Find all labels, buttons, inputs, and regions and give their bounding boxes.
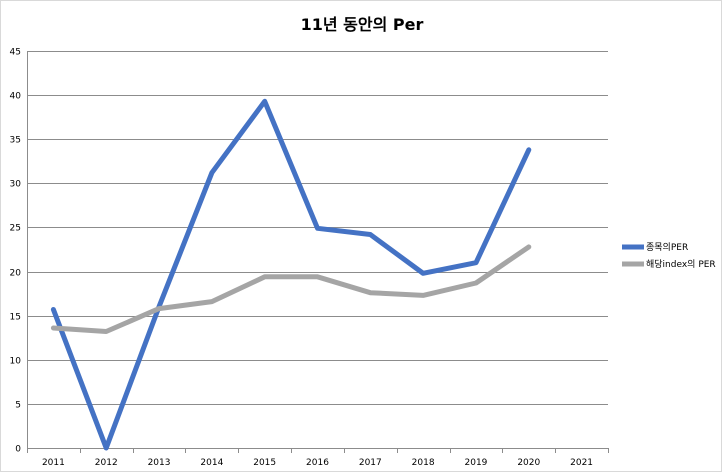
y-tick-label: 40: [10, 92, 22, 102]
y-tick-label: 15: [10, 313, 21, 323]
x-tick-label: 2013: [148, 458, 171, 468]
series-lines: [50, 98, 532, 451]
series-line-1: [50, 244, 532, 334]
x-tick-label: 2017: [359, 458, 382, 468]
y-tick-label: 45: [10, 48, 21, 58]
axes: 0 5 10 15 20 25 30 35 40 45 2011 2012 2013 2014 2015 20…: [10, 48, 609, 468]
x-tick-label: 2020: [517, 458, 540, 468]
x-tick-label: 2019: [465, 458, 488, 468]
y-tick-label: 20: [10, 269, 22, 279]
y-tick-label: 0: [15, 445, 21, 455]
x-tick-label: 2021: [570, 458, 593, 468]
series-line-0: [50, 98, 532, 451]
y-tick-label: 5: [15, 401, 21, 411]
legend-label-0: 종목의PER: [646, 242, 688, 253]
y-tick-label: 10: [10, 357, 22, 367]
x-tick-label: 2014: [200, 458, 223, 468]
legend-label-1: 해당index의 PER: [646, 259, 716, 270]
x-tick-label: 2015: [253, 458, 276, 468]
x-tick-label: 2016: [306, 458, 329, 468]
y-tick-label: 35: [10, 136, 21, 146]
x-tick-label: 2011: [42, 458, 65, 468]
x-tick-label: 2018: [412, 458, 435, 468]
x-tick-label: 2012: [95, 458, 118, 468]
y-tick-label: 30: [10, 180, 22, 190]
y-tick-label: 25: [10, 224, 21, 234]
chart-title: 11년 동안의 Per: [301, 15, 424, 34]
legend: 종목의PER 해당index의 PER: [622, 242, 716, 270]
